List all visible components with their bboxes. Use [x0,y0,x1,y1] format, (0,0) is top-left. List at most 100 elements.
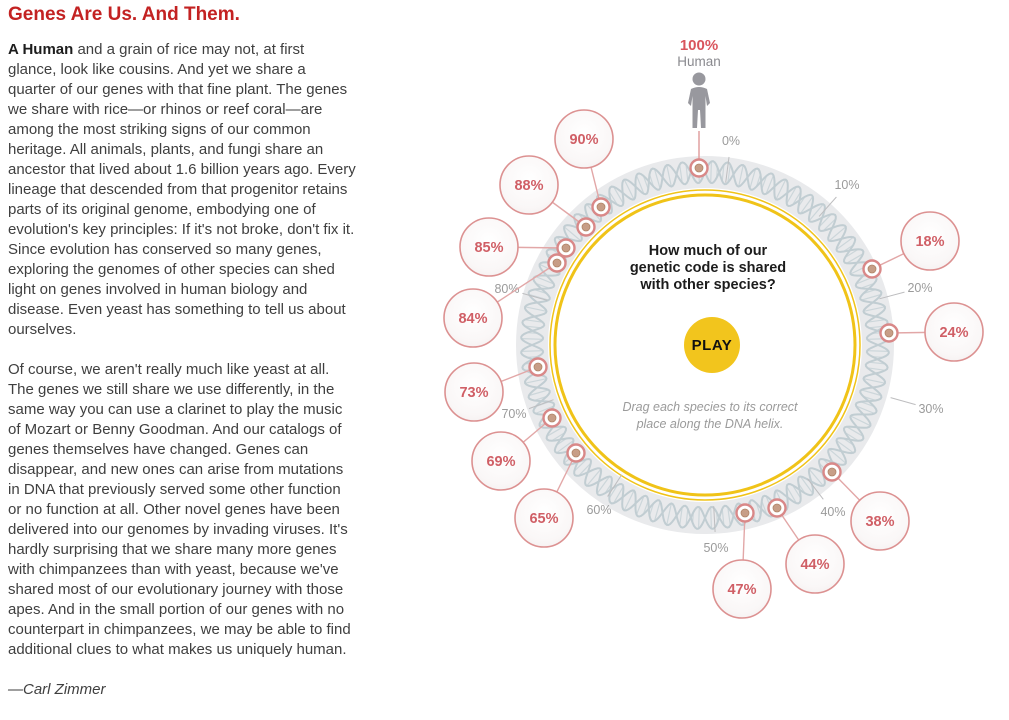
helix-rung [596,476,610,494]
helix-rung [528,389,549,397]
article-paragraph-2: Of course, we aren't really much like ye… [8,361,351,658]
helix-rung [727,507,731,526]
axis-tick-line [528,399,554,410]
axis-tick-label: 0% [722,134,740,148]
helix-rung [608,191,618,206]
drag-instruction: Drag each species to its correct place a… [622,400,798,431]
helix-rung [860,401,875,408]
helix-rung [868,361,886,365]
marker-dot [533,362,543,372]
article-column: Genes Are Us. And Them. A Human and a gr… [8,2,356,720]
species-bubble-90[interactable]: 90% [554,109,614,169]
species-bubble-circle[interactable] [900,211,960,271]
helix-rung [608,484,618,499]
species-bubble-label: 24% [939,325,968,341]
species-bubble-circle[interactable] [514,488,574,548]
helix-marker-73[interactable] [528,357,548,377]
helix-marker-100[interactable] [689,158,709,178]
helix-rung [792,191,802,206]
helix-rung [855,405,875,415]
marker-dot [740,508,750,518]
species-bubble-circle[interactable] [471,431,531,491]
helix-rung [738,164,744,187]
species-bubble-label: 88% [514,178,543,194]
species-bubble-44[interactable]: 44% [785,534,845,594]
helix-rung [836,440,854,454]
helix-rung [792,484,802,499]
marker-dot [571,448,581,458]
species-bubble-65[interactable]: 65% [514,488,574,548]
play-button[interactable]: PLAY [684,317,740,373]
helix-marker-44[interactable] [767,498,787,518]
helix-rung [861,293,882,301]
helix-rung [578,462,592,477]
axis-tick-label: 50% [703,541,728,555]
species-bubble-47[interactable]: 47% [712,559,772,619]
species-bubble-circle[interactable] [444,362,504,422]
helix-rung [867,367,886,371]
species-bubble-circle[interactable] [499,155,559,215]
helix-marker-90[interactable] [591,197,611,217]
helix-rung [546,426,564,437]
helix-marker-65[interactable] [566,443,586,463]
species-bubble-circle[interactable] [785,534,845,594]
helix-marker-69[interactable] [542,408,562,428]
helix-rung [586,468,602,487]
inner-yellow-ring [553,193,857,497]
species-bubble-circle[interactable] [459,217,519,277]
marker-dot [547,413,557,423]
helix-rung [765,175,775,195]
species-bubble-circle[interactable] [554,109,614,169]
helix-rung [850,415,871,427]
helix-rung [613,486,624,504]
marker-dot [772,503,782,513]
species-bubble-circle[interactable] [924,302,984,362]
helix-rung [727,164,731,183]
helix-rung [698,507,700,529]
species-bubble-38[interactable]: 38% [850,491,910,551]
species-bubble-18[interactable]: 18% [900,211,960,271]
species-bubble-69[interactable]: 69% [471,431,531,491]
helix-rung [863,378,886,384]
helix-rung [535,275,555,285]
helix-marker-85[interactable] [556,238,576,258]
helix-rung [808,203,824,222]
helix-rung [846,253,864,264]
helix-rung [808,468,824,487]
helix-marker-38[interactable] [822,462,842,482]
helix-marker-24[interactable] [879,323,899,343]
species-bubble-label: 90% [569,132,598,148]
species-bubble-circle[interactable] [712,559,772,619]
helix-rung [535,282,550,289]
species-bubble-24[interactable]: 24% [924,302,984,362]
species-bubble-85[interactable]: 85% [459,217,519,277]
axis-tick-label: 10% [834,178,859,192]
helix-rung [524,319,543,323]
helix-rung [556,440,574,454]
human-label: Human [677,54,721,69]
axis-tick-label: 20% [907,281,932,295]
helix-marker-84[interactable] [547,253,567,273]
axis-tick-line [713,506,716,533]
species-bubble-88[interactable]: 88% [499,155,559,215]
helix-rung [844,248,859,258]
species-bubble-label: 85% [474,240,503,256]
helix-rung [642,500,649,515]
helix-marker-88[interactable] [576,217,596,237]
helix-rung [860,282,875,289]
marker-dot [694,163,704,173]
helix-rung [528,293,549,301]
marker-dot [552,258,562,268]
helix-rung [846,426,864,437]
species-bubble-circle[interactable] [443,288,503,348]
helix-marker-47[interactable] [735,503,755,523]
species-bubble-circle[interactable] [850,491,910,551]
helix-rung [844,432,859,442]
helix-rung [828,226,847,242]
species-bubble-73[interactable]: 73% [444,362,504,422]
species-bubble-84[interactable]: 84% [443,288,503,348]
helix-rung [775,179,787,200]
helix-rung [653,501,661,522]
article-title: Genes Are Us. And Them. [8,4,240,25]
helix-marker-18[interactable] [862,259,882,279]
